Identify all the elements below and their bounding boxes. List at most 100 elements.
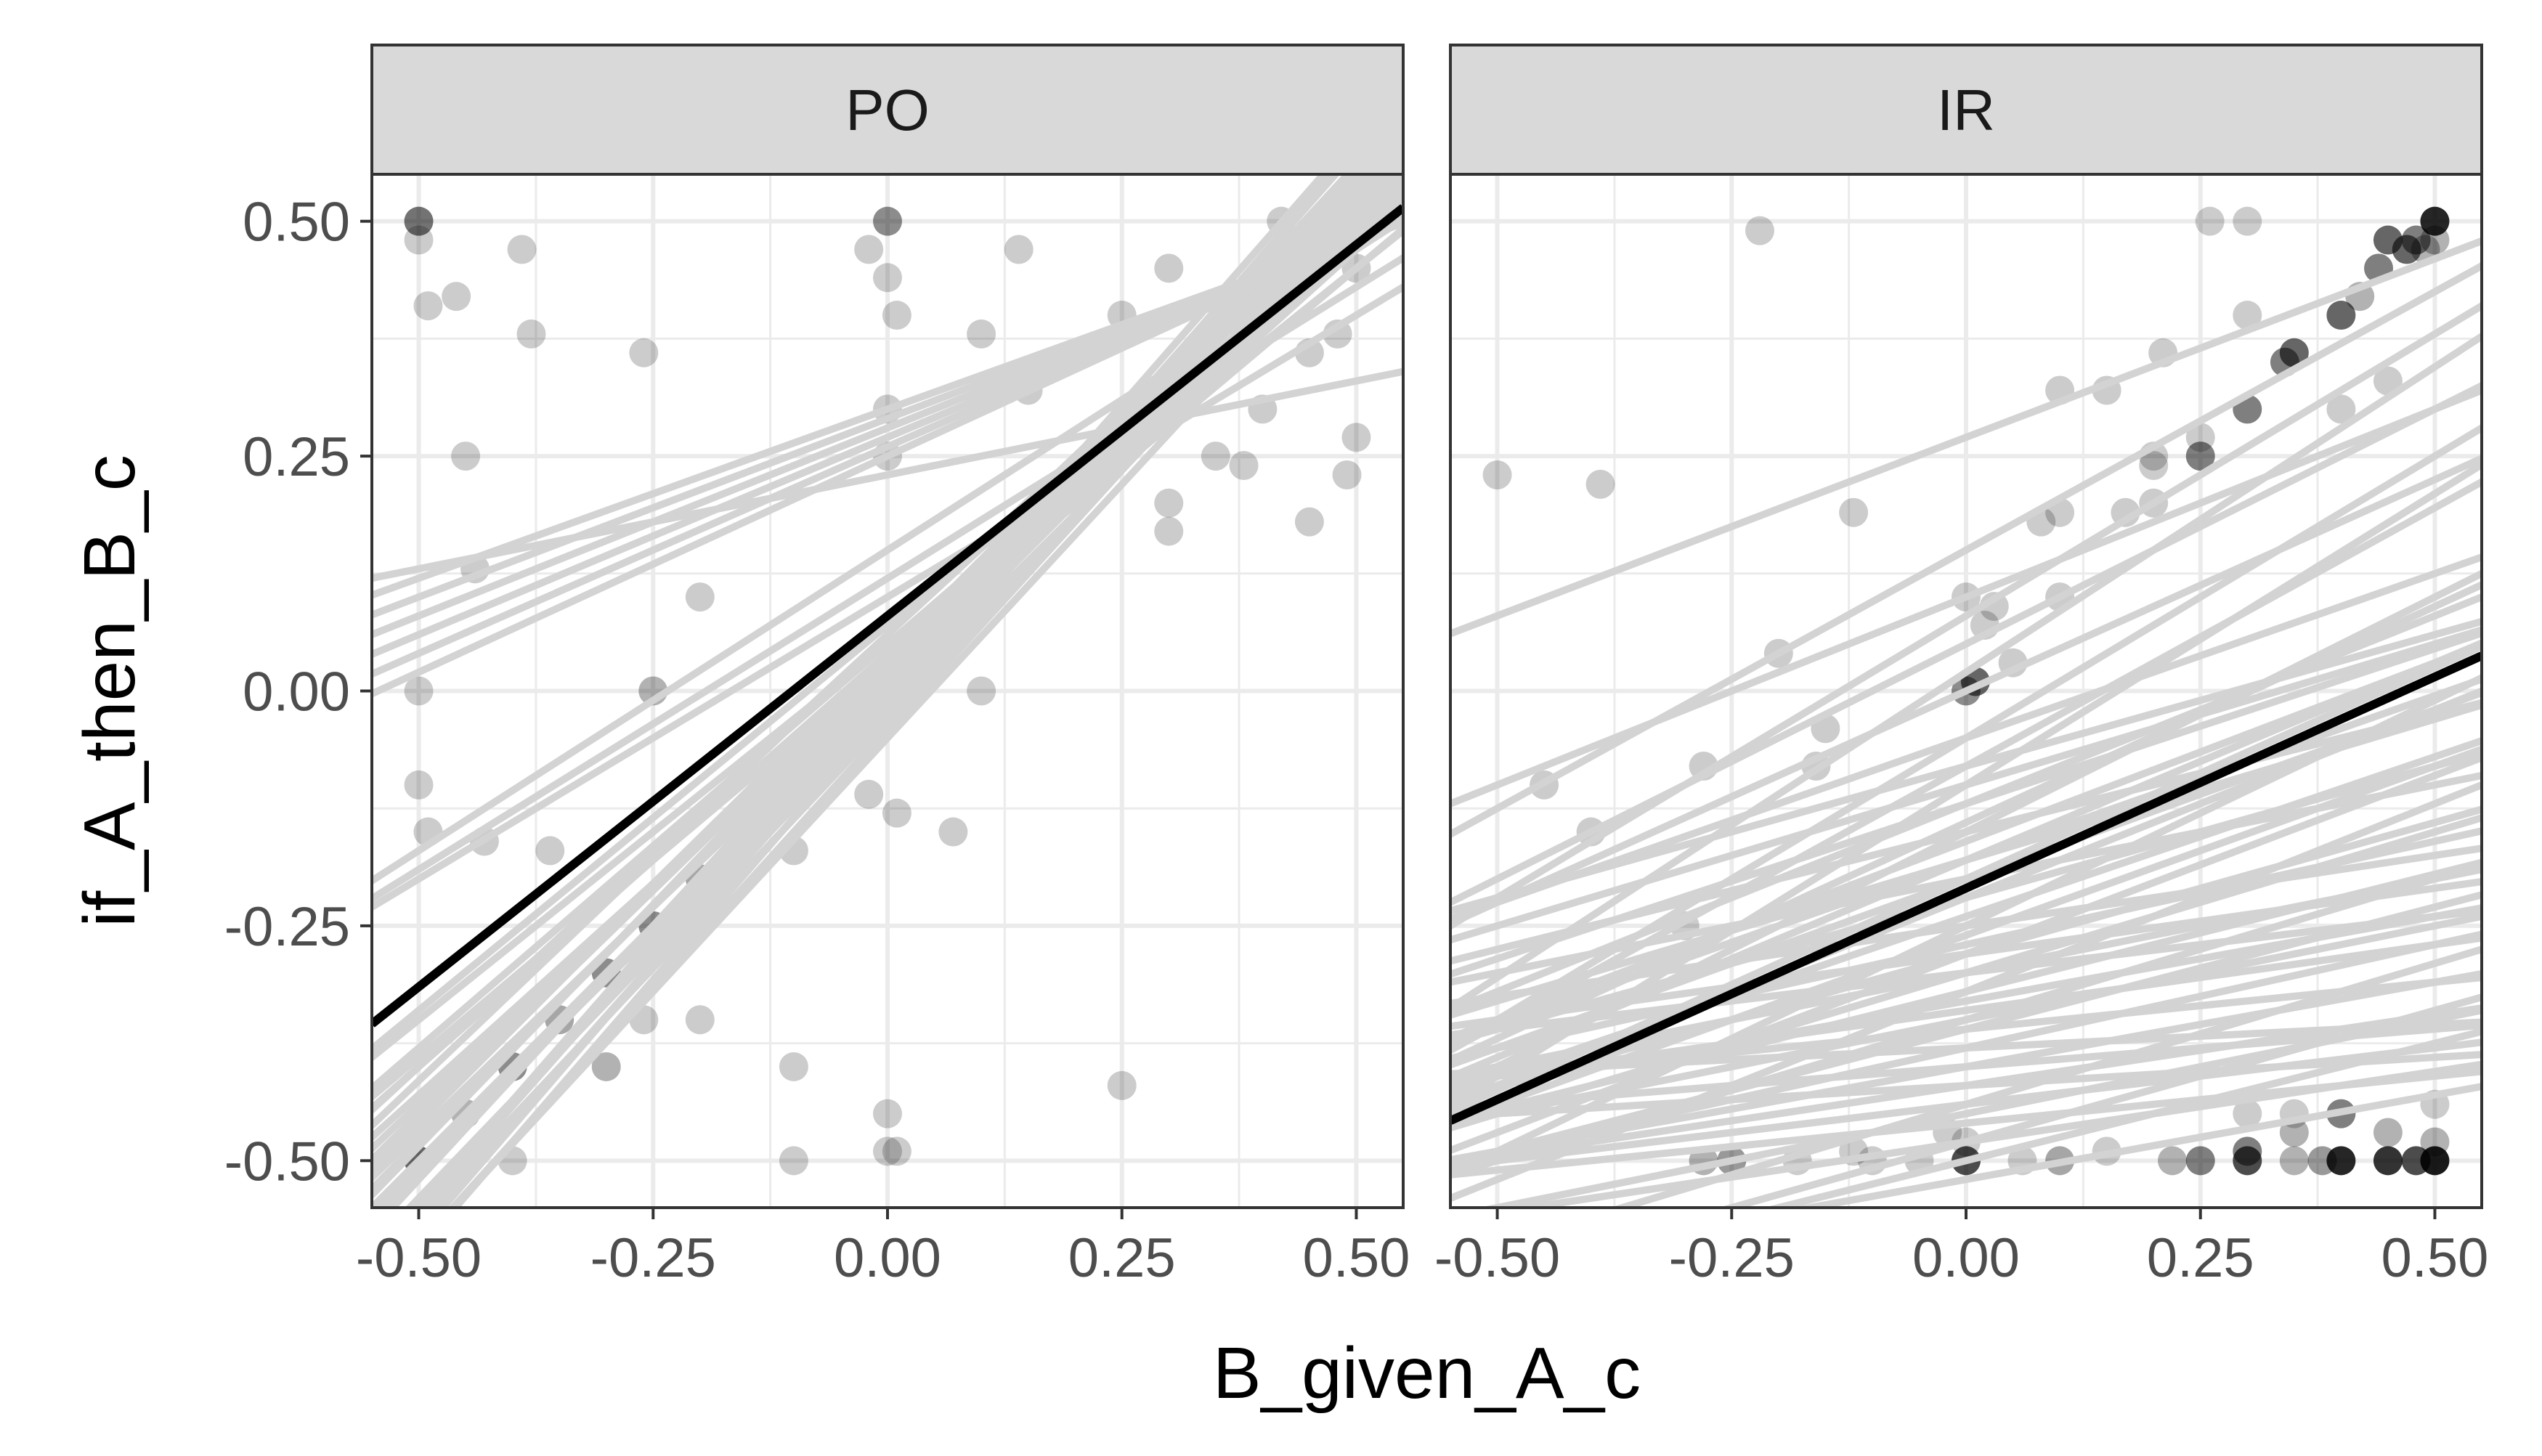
x-tick-label: -0.50 <box>356 1227 482 1289</box>
y-axis-title: if_A_then_B_c <box>69 455 150 927</box>
individual-regression-line <box>372 219 1403 599</box>
individual-regression-line <box>1450 237 2482 638</box>
data-point <box>2401 225 2431 255</box>
data-point <box>1839 497 1869 527</box>
individual-regression-line <box>1450 302 2482 930</box>
data-point <box>1229 451 1259 481</box>
y-tick-label: 0.00 <box>243 662 350 723</box>
individual-regression-line <box>1450 934 2482 1086</box>
data-point <box>404 676 434 706</box>
data-point <box>413 291 443 321</box>
individual-regression-line <box>1450 639 2482 1081</box>
facet-strip-label: PO <box>845 78 930 142</box>
data-point <box>1107 1070 1137 1100</box>
data-point <box>2185 442 2215 471</box>
y-tick-label: -0.50 <box>224 1131 350 1192</box>
data-point <box>1154 253 1184 283</box>
x-tick-label: -0.25 <box>590 1227 716 1289</box>
facet-strip-label: IR <box>1937 78 1995 142</box>
data-point <box>451 442 481 471</box>
data-point <box>2158 1146 2187 1176</box>
data-point <box>2185 1146 2215 1176</box>
individual-regression-line <box>372 367 1403 582</box>
data-point <box>779 1146 808 1176</box>
y-tick-label: -0.25 <box>224 896 350 958</box>
x-tick-label: -0.50 <box>1434 1227 1560 1289</box>
data-point <box>591 1052 621 1081</box>
data-point <box>1294 507 1324 537</box>
individual-regression-line <box>1450 737 2482 1096</box>
individual-regression-line <box>1450 641 2482 1041</box>
individual-regression-line <box>1450 626 2482 944</box>
data-point <box>442 282 471 312</box>
data-point <box>404 225 434 255</box>
data-point <box>516 319 546 349</box>
panel-content <box>1450 206 2482 1208</box>
data-point <box>685 582 715 612</box>
panel-content <box>372 174 1403 1208</box>
x-tick-label: -0.25 <box>1669 1227 1795 1289</box>
data-point <box>1154 488 1184 518</box>
individual-regression-line <box>1718 993 2482 1208</box>
facet-panel-po: PO -0.50 -0.25 0.00 0.25 0.50 -0.50 -0.25 0.00 0.… <box>224 44 1410 1289</box>
x-tick-label: 0.00 <box>834 1227 941 1289</box>
individual-regression-line <box>1450 891 2482 1168</box>
individual-regression-line <box>1763 1028 2482 1208</box>
facet-panel-ir: IR -0.50 -0.25 0.00 0.25 0.50 <box>1434 44 2488 1289</box>
data-point <box>2420 206 2450 236</box>
data-point <box>1332 460 1362 489</box>
data-point <box>404 206 434 236</box>
individual-regression-line <box>1450 333 2482 1012</box>
individual-regression-line <box>1789 1083 2482 1208</box>
data-point <box>2195 206 2225 236</box>
data-point <box>2326 394 2356 424</box>
data-point <box>535 836 565 866</box>
data-point <box>1154 516 1184 546</box>
individual-regression-line <box>1450 827 2482 1062</box>
data-point <box>2233 301 2262 330</box>
data-point <box>629 338 659 367</box>
individual-regression-line <box>1450 553 2482 923</box>
data-point <box>2326 301 2356 330</box>
data-point <box>967 676 996 706</box>
individual-regression-line <box>1450 455 2482 927</box>
individual-regression-line <box>1450 262 2482 838</box>
data-point <box>2139 451 2169 481</box>
data-point <box>1745 216 1774 245</box>
individual-regression-line <box>413 174 1328 1208</box>
data-point <box>1482 460 1512 489</box>
x-axis-title: B_given_A_c <box>1213 1333 1641 1414</box>
y-tick-label: 0.25 <box>243 426 350 488</box>
data-point <box>2233 206 2262 236</box>
data-point <box>2420 225 2450 255</box>
individual-regression-line <box>438 174 1337 1208</box>
data-point <box>854 235 884 264</box>
data-point <box>2279 338 2309 367</box>
individual-regression-line <box>1450 781 2482 1203</box>
individual-regression-line <box>1450 581 2482 1064</box>
data-point <box>1004 235 1034 264</box>
data-point <box>882 798 911 828</box>
data-point <box>2373 366 2403 396</box>
data-point <box>882 301 911 330</box>
data-point <box>1201 442 1230 471</box>
data-point <box>507 235 537 264</box>
data-point <box>2326 1146 2356 1176</box>
x-tick-label: 0.00 <box>1912 1227 2020 1289</box>
data-point <box>2373 1146 2403 1176</box>
y-tick-label: 0.50 <box>243 192 350 253</box>
data-point <box>873 206 902 236</box>
data-point <box>2233 1099 2262 1128</box>
data-point <box>685 1005 715 1035</box>
mean-regression-line <box>1450 651 2482 1125</box>
data-point <box>2373 1118 2403 1147</box>
individual-regression-line <box>1450 1022 2482 1112</box>
data-point <box>1585 469 1615 499</box>
x-tick-label: 0.50 <box>2381 1227 2488 1289</box>
data-point <box>938 817 968 847</box>
data-point <box>873 263 902 293</box>
individual-regression-line <box>1450 617 2482 915</box>
data-point <box>779 1052 808 1081</box>
